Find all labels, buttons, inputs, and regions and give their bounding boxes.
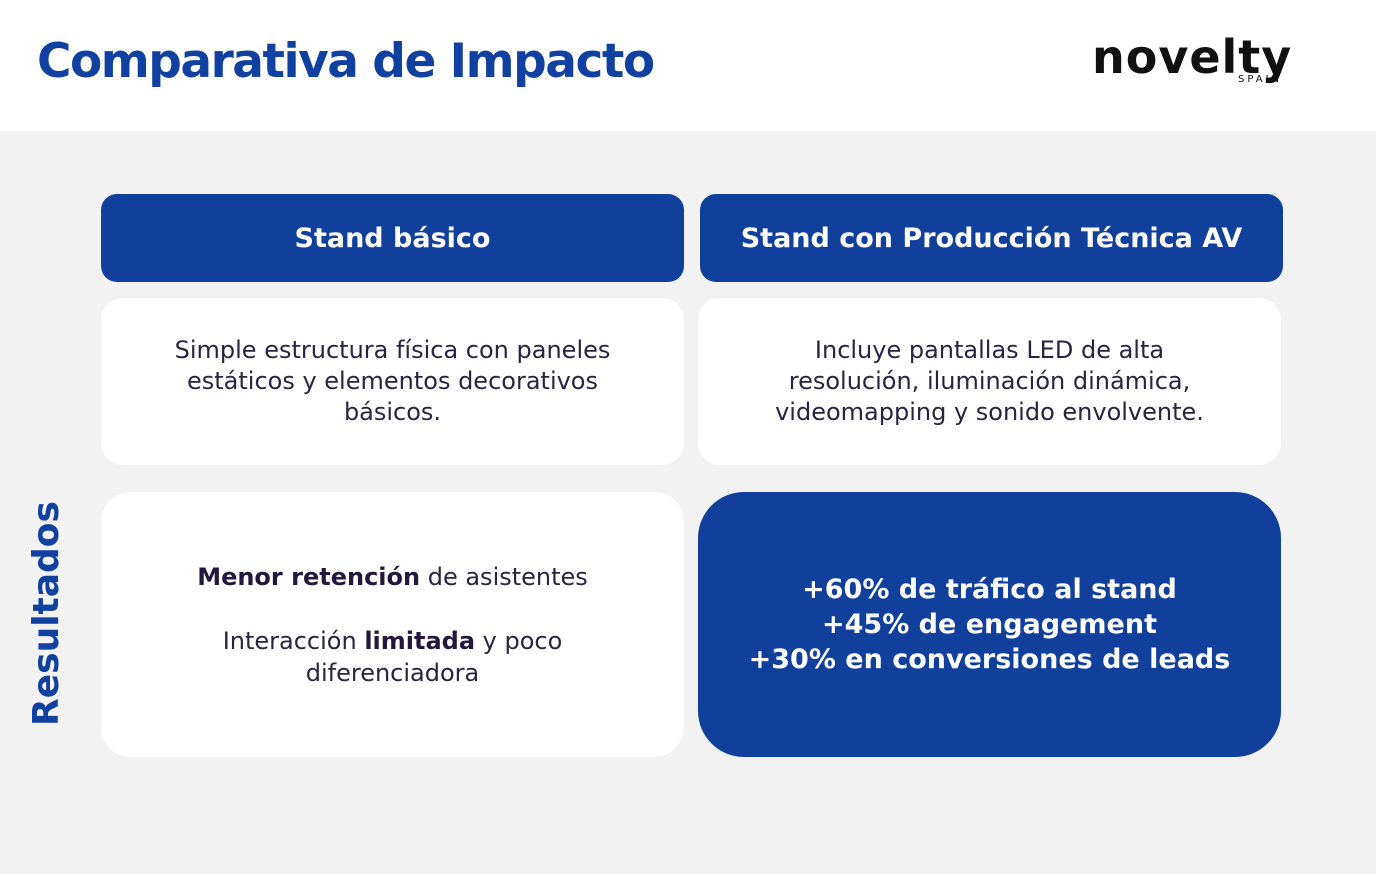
results-card-av: +60% de tráfico al stand +45% de engagem… [698, 492, 1281, 757]
column-header-basic-label: Stand básico [294, 222, 491, 254]
result-line-differentiation: diferenciadora [305, 658, 480, 687]
description-card-basic: Simple estructura física con paneles est… [101, 298, 684, 465]
column-header-av-label: Stand con Producción Técnica AV [740, 222, 1243, 254]
logo-wordmark: novelty [1092, 30, 1293, 84]
result-line-interaction: Interacción limitada y poco [223, 625, 563, 657]
logo-subtitle: SPAIN [1238, 74, 1283, 85]
description-line: videomapping y sonido envolvente. [775, 398, 1204, 426]
description-line: resolución, iluminación dinámica, [788, 367, 1191, 395]
result-text: y poco [475, 626, 563, 655]
result-text: Interacción [222, 626, 365, 655]
result-bold-text: Menor retención [197, 562, 421, 591]
description-line: Simple estructura física con paneles [174, 336, 611, 364]
novelty-logo: novelty SPAIN [1092, 34, 1346, 88]
result-line-retention: Menor retención de asistentes [197, 561, 588, 593]
description-line: estáticos y elementos decorativos [186, 367, 598, 395]
description-line: Incluye pantallas LED de alta [814, 336, 1165, 364]
result-stat-engagement: +45% de engagement [822, 609, 1157, 640]
results-row-label: Resultados [26, 501, 67, 726]
column-header-basic: Stand básico [101, 194, 684, 282]
results-card-basic: Menor retención de asistentes Interacció… [101, 492, 684, 757]
header-bar: Comparativa de Impacto novelty SPAIN [0, 0, 1376, 131]
page-title: Comparativa de Impacto [37, 34, 655, 89]
result-stat-conversions: +30% en conversiones de leads [748, 644, 1231, 675]
result-bold-text: limitada [364, 626, 476, 655]
description-card-av: Incluye pantallas LED de alta resolución… [698, 298, 1281, 465]
result-text: de asistentes [420, 562, 588, 591]
column-header-av: Stand con Producción Técnica AV [700, 194, 1283, 282]
description-line: básicos. [343, 398, 442, 426]
result-stat-traffic: +60% de tráfico al stand [802, 574, 1177, 605]
